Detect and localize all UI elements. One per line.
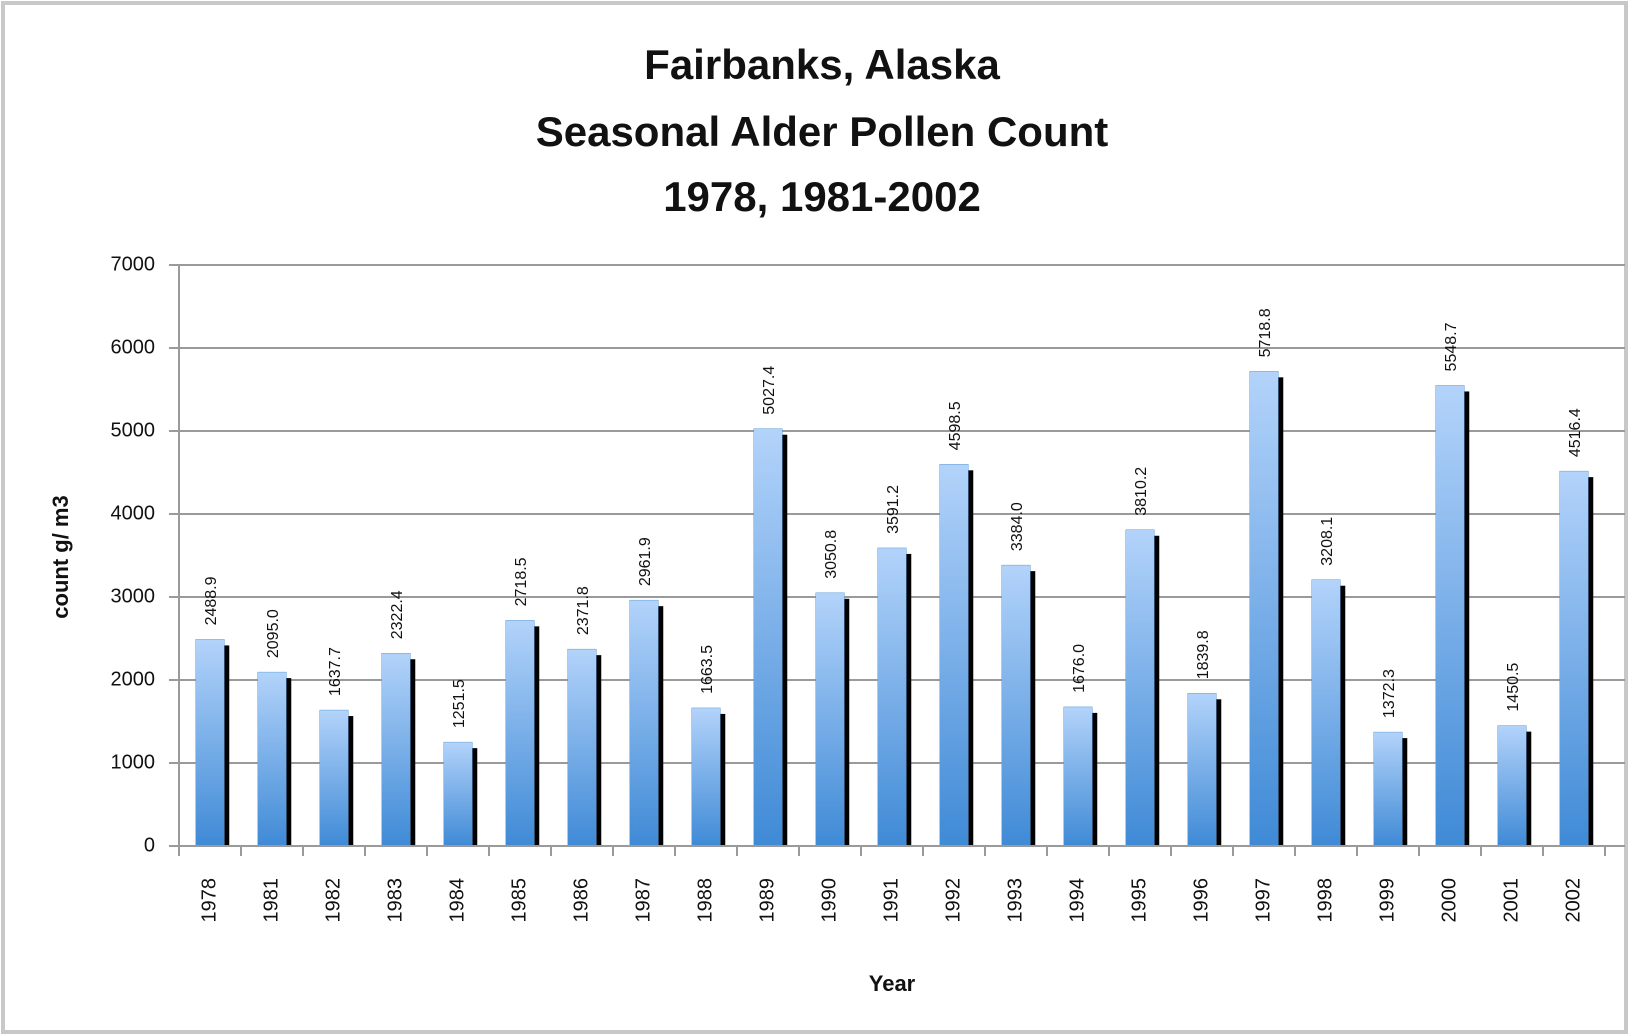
y-tick-label: 4000 [111, 502, 156, 524]
value-label: 3591.2 [885, 485, 902, 534]
x-tick-label: 1995 [1128, 878, 1150, 923]
chart-title: Seasonal Alder Pollen Count [536, 108, 1109, 155]
y-tick-label: 2000 [111, 668, 156, 690]
y-axis-title: count g/ m3 [48, 495, 73, 618]
y-tick-label: 5000 [111, 419, 156, 441]
x-axis-title: Year [869, 971, 916, 996]
bar [1497, 725, 1527, 847]
value-label: 2488.9 [203, 576, 220, 625]
value-label: 5548.7 [1443, 322, 1460, 371]
bar [1001, 564, 1031, 847]
y-tick-label: 1000 [111, 751, 156, 773]
bar [1063, 706, 1093, 847]
x-tick-label: 2000 [1438, 878, 1460, 923]
x-tick-label: 1988 [694, 878, 716, 923]
value-label: 1251.5 [451, 679, 468, 728]
bar [939, 464, 969, 847]
bar [1311, 579, 1341, 847]
bar [691, 707, 721, 847]
x-tick-label: 1992 [942, 878, 964, 923]
value-label: 2371.8 [575, 586, 592, 635]
x-tick-label: 1989 [756, 878, 778, 923]
x-tick-label: 1982 [322, 878, 344, 923]
x-tick-label: 1985 [508, 878, 530, 923]
bar [1249, 371, 1279, 847]
value-label: 3208.1 [1319, 517, 1336, 566]
x-tick-label: 2001 [1500, 878, 1522, 923]
x-tick-label: 1991 [880, 878, 902, 923]
value-label: 1676.0 [1071, 644, 1088, 693]
y-tick-label: 0 [144, 834, 155, 856]
value-label: 2718.5 [513, 557, 530, 606]
value-label: 3384.0 [1009, 502, 1026, 551]
x-tick-label: 1983 [384, 878, 406, 923]
x-tick-label: 1981 [260, 878, 282, 923]
x-tick-label: 1990 [818, 878, 840, 923]
bar [195, 639, 225, 847]
bar [567, 648, 597, 847]
x-tick-label: 1998 [1314, 878, 1336, 923]
bar [1559, 470, 1589, 847]
chart-title: 1978, 1981-2002 [663, 173, 981, 220]
value-label: 4598.5 [947, 401, 964, 450]
bar [1125, 529, 1155, 847]
value-label: 1372.3 [1381, 669, 1398, 718]
x-tick-label: 1986 [570, 878, 592, 923]
x-tick-label: 1987 [632, 878, 654, 923]
x-tick-label: 1994 [1066, 878, 1088, 923]
y-tick-label: 6000 [111, 336, 156, 358]
value-label: 4516.4 [1567, 408, 1584, 457]
bar [443, 741, 473, 847]
y-tick-label: 3000 [111, 585, 156, 607]
chart-title: Fairbanks, Alaska [644, 41, 1000, 88]
value-label: 2095.0 [265, 609, 282, 658]
bar [319, 709, 349, 847]
value-label: 2961.9 [637, 537, 654, 586]
bar [1187, 693, 1217, 847]
bar [381, 652, 411, 847]
bar [1373, 731, 1403, 847]
value-label: 2322.4 [389, 590, 406, 639]
bar [877, 547, 907, 847]
bar [257, 671, 287, 847]
value-label: 1637.7 [327, 647, 344, 696]
bar [629, 599, 659, 847]
value-label: 1450.5 [1505, 663, 1522, 712]
bar [505, 620, 535, 847]
x-tick-label: 2002 [1562, 878, 1584, 923]
value-label: 5718.8 [1257, 308, 1274, 357]
value-label: 3810.2 [1133, 467, 1150, 516]
bar [815, 592, 845, 847]
x-tick-label: 1984 [446, 878, 468, 923]
x-tick-label: 1978 [198, 878, 220, 923]
bar [753, 428, 783, 847]
bar [1435, 385, 1465, 847]
value-label: 5027.4 [761, 366, 778, 415]
value-label: 3050.8 [823, 530, 840, 579]
x-tick-label: 1997 [1252, 878, 1274, 923]
x-tick-label: 1996 [1190, 878, 1212, 923]
y-tick-label: 7000 [111, 253, 156, 275]
x-tick-label: 1993 [1004, 878, 1026, 923]
value-label: 1663.5 [699, 645, 716, 694]
value-label: 1839.8 [1195, 630, 1212, 679]
x-tick-label: 1999 [1376, 878, 1398, 923]
